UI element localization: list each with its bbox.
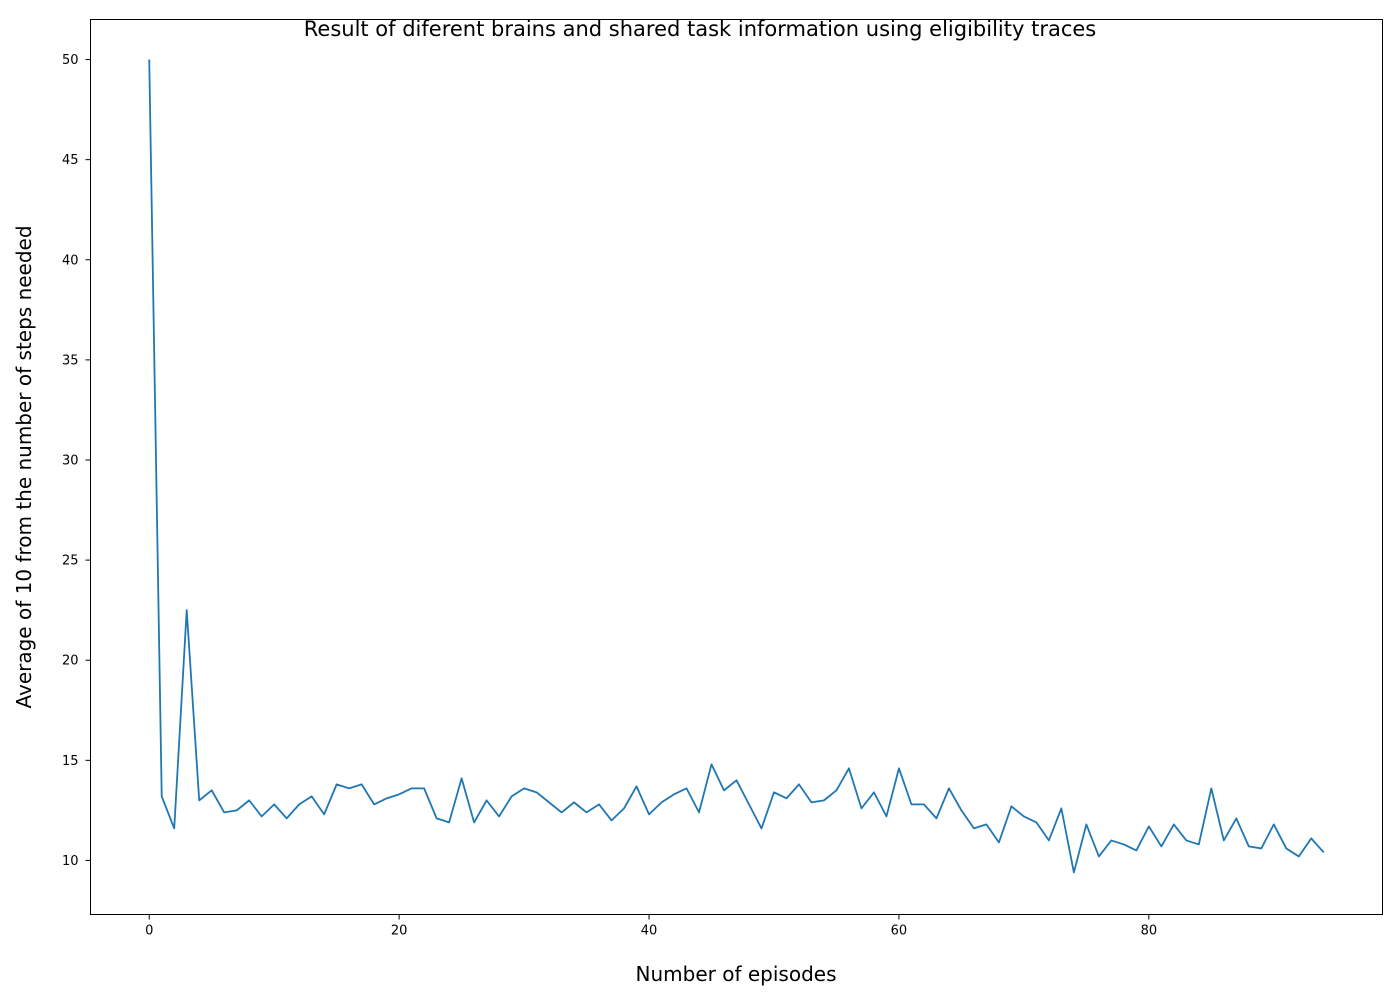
x-axis: 0 20 40 60 80 [145,914,1158,939]
x-tick-label: 60 [891,924,908,939]
x-tick-label: 0 [145,924,153,939]
y-tick-label: 45 [62,153,79,168]
x-tick-label: 40 [641,924,658,939]
series-line [148,59,1325,874]
x-tick-label: 20 [391,924,408,939]
y-axis-label: Average of 10 from the number of steps n… [12,225,36,708]
y-tick-label: 10 [62,854,79,869]
x-tick-label: 80 [1141,924,1158,939]
y-axis: 10 15 20 25 30 35 40 45 50 [62,53,91,869]
plot-area-frame [90,19,1383,915]
series-group [148,59,1325,874]
y-tick-label: 25 [62,554,79,569]
y-tick-label: 30 [62,453,79,468]
y-tick-label: 35 [62,353,79,368]
x-axis-label: Number of episodes [636,962,837,986]
y-tick-label: 40 [62,253,79,268]
chart-title: Result of diferent brains and shared tas… [304,17,1096,41]
y-tick-label: 50 [62,53,79,68]
y-tick-label: 15 [62,754,79,769]
y-tick-label: 20 [62,654,79,669]
